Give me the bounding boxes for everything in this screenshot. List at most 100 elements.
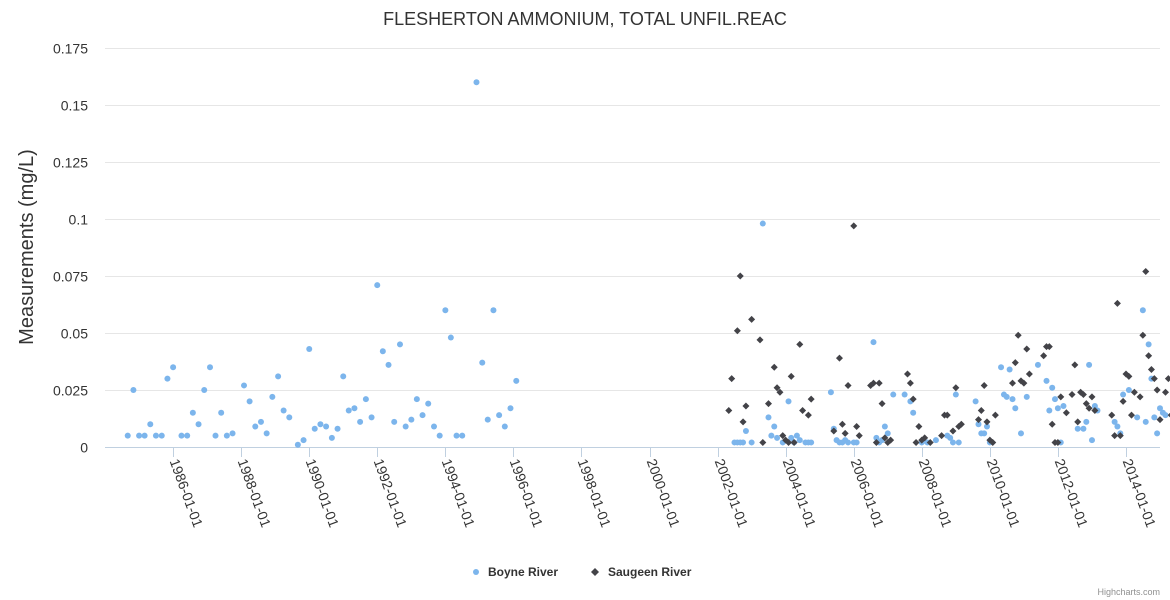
data-point[interactable] bbox=[742, 428, 749, 435]
data-point[interactable] bbox=[1074, 418, 1082, 426]
data-point[interactable] bbox=[1091, 402, 1098, 409]
data-point[interactable] bbox=[926, 438, 934, 446]
data-point[interactable] bbox=[340, 373, 347, 380]
data-point[interactable] bbox=[379, 348, 386, 355]
data-point[interactable] bbox=[921, 434, 929, 442]
data-point[interactable] bbox=[1088, 393, 1096, 401]
data-point[interactable] bbox=[838, 420, 846, 428]
data-point[interactable] bbox=[740, 439, 747, 446]
data-point[interactable] bbox=[1086, 361, 1093, 368]
data-point[interactable] bbox=[764, 400, 772, 408]
data-point[interactable] bbox=[1139, 331, 1147, 339]
data-point[interactable] bbox=[334, 425, 341, 432]
data-point[interactable] bbox=[770, 363, 778, 371]
data-point[interactable] bbox=[943, 411, 951, 419]
data-point[interactable] bbox=[189, 409, 196, 416]
data-point[interactable] bbox=[1142, 267, 1150, 275]
data-point[interactable] bbox=[725, 407, 733, 415]
data-point[interactable] bbox=[1040, 352, 1048, 360]
data-point[interactable] bbox=[419, 412, 426, 419]
data-point[interactable] bbox=[1045, 343, 1053, 351]
data-point[interactable] bbox=[835, 354, 843, 362]
data-point[interactable] bbox=[453, 432, 460, 439]
data-point[interactable] bbox=[1074, 425, 1081, 432]
data-point[interactable] bbox=[909, 395, 917, 403]
data-point[interactable] bbox=[257, 418, 264, 425]
data-point[interactable] bbox=[742, 402, 750, 410]
data-point[interactable] bbox=[850, 222, 858, 230]
data-point[interactable] bbox=[827, 389, 834, 396]
data-point[interactable] bbox=[733, 327, 741, 335]
data-point[interactable] bbox=[853, 439, 860, 446]
data-point[interactable] bbox=[1125, 387, 1132, 393]
data-point[interactable] bbox=[728, 375, 736, 383]
data-point[interactable] bbox=[776, 388, 784, 396]
data-point[interactable] bbox=[975, 421, 982, 428]
data-point[interactable] bbox=[1054, 438, 1062, 446]
data-point[interactable] bbox=[207, 364, 214, 371]
data-point[interactable] bbox=[1046, 407, 1053, 414]
data-point[interactable] bbox=[1151, 414, 1158, 421]
data-point[interactable] bbox=[799, 407, 807, 415]
data-point[interactable] bbox=[263, 430, 270, 437]
data-point[interactable] bbox=[402, 423, 409, 430]
data-point[interactable] bbox=[748, 315, 756, 323]
data-point[interactable] bbox=[1145, 352, 1153, 360]
data-point[interactable] bbox=[773, 384, 781, 392]
legend-item-boyne-river[interactable]: Boyne River bbox=[473, 565, 558, 579]
data-point[interactable] bbox=[1153, 386, 1161, 394]
data-point[interactable] bbox=[1116, 432, 1124, 440]
data-point[interactable] bbox=[442, 307, 449, 314]
data-point[interactable] bbox=[1154, 430, 1161, 437]
data-point[interactable] bbox=[790, 438, 798, 446]
data-point[interactable] bbox=[1006, 366, 1013, 373]
data-point[interactable] bbox=[793, 432, 800, 439]
data-point[interactable] bbox=[136, 432, 143, 439]
data-point[interactable] bbox=[1062, 409, 1070, 417]
data-point[interactable] bbox=[1114, 423, 1121, 430]
data-point[interactable] bbox=[252, 423, 259, 430]
data-point[interactable] bbox=[496, 412, 503, 419]
data-point[interactable] bbox=[229, 430, 236, 437]
data-point[interactable] bbox=[1125, 372, 1133, 380]
data-point[interactable] bbox=[345, 407, 352, 414]
data-point[interactable] bbox=[991, 411, 999, 419]
data-point[interactable] bbox=[1119, 397, 1127, 405]
data-point[interactable] bbox=[513, 377, 520, 384]
data-point[interactable] bbox=[739, 418, 747, 426]
data-point[interactable] bbox=[1079, 391, 1087, 399]
data-point[interactable] bbox=[317, 421, 324, 428]
data-point[interactable] bbox=[436, 432, 443, 439]
data-point[interactable] bbox=[998, 364, 1005, 371]
data-point[interactable] bbox=[796, 340, 804, 348]
data-point[interactable] bbox=[479, 359, 486, 366]
data-point[interactable] bbox=[768, 432, 775, 439]
data-point[interactable] bbox=[890, 391, 897, 398]
data-point[interactable] bbox=[306, 345, 313, 352]
data-point[interactable] bbox=[473, 79, 480, 86]
data-point[interactable] bbox=[351, 405, 358, 412]
data-point[interactable] bbox=[949, 439, 956, 446]
data-point[interactable] bbox=[901, 391, 908, 398]
credits-link[interactable]: Highcharts.com bbox=[1097, 587, 1160, 597]
data-point[interactable] bbox=[1009, 396, 1016, 403]
data-point[interactable] bbox=[280, 407, 287, 414]
data-point[interactable] bbox=[974, 416, 982, 424]
data-point[interactable] bbox=[977, 407, 985, 415]
legend-item-saugeen-river[interactable]: Saugeen River bbox=[591, 565, 692, 579]
data-point[interactable] bbox=[1048, 420, 1056, 428]
data-point[interactable] bbox=[184, 432, 191, 439]
data-point[interactable] bbox=[756, 336, 764, 344]
data-point[interactable] bbox=[873, 434, 880, 441]
data-point[interactable] bbox=[178, 432, 185, 439]
data-point[interactable] bbox=[1043, 377, 1050, 384]
data-point[interactable] bbox=[328, 434, 335, 441]
data-point[interactable] bbox=[1054, 405, 1061, 412]
data-point[interactable] bbox=[855, 432, 863, 440]
data-point[interactable] bbox=[1157, 405, 1163, 412]
data-point[interactable] bbox=[748, 439, 755, 446]
data-point[interactable] bbox=[765, 414, 772, 421]
data-point[interactable] bbox=[1011, 359, 1019, 367]
data-point[interactable] bbox=[807, 395, 815, 403]
data-point[interactable] bbox=[1023, 393, 1030, 400]
